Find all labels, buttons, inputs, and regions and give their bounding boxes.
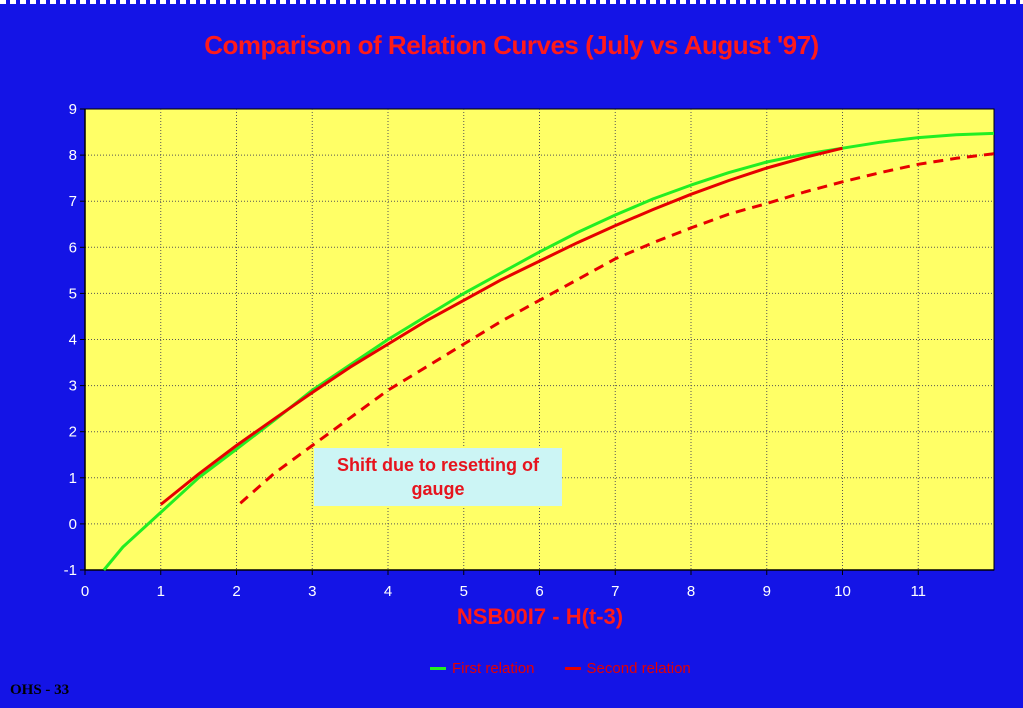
- y-tick-label: 7: [69, 193, 77, 210]
- y-tick-label: 8: [69, 147, 77, 164]
- x-tick-label: 4: [384, 583, 392, 600]
- y-tick-label: 2: [69, 424, 77, 441]
- y-tick-label: 0: [69, 516, 77, 533]
- chart-title: Comparison of Relation Curves (July vs A…: [204, 30, 819, 60]
- x-tick-label: 9: [763, 583, 771, 600]
- y-tick-label: 9: [69, 101, 77, 118]
- x-tick-label: 6: [535, 583, 543, 600]
- series-line-dashed-2: [239, 152, 995, 505]
- x-axis-label: NSB00I7 - H(t-3): [456, 604, 624, 629]
- x-tick-label: 0: [81, 583, 89, 600]
- legend-item-first: First relation: [430, 660, 535, 677]
- x-tick-label: 3: [308, 583, 316, 600]
- series-line-second-relation: [159, 146, 843, 506]
- gauge-shift-annotation: Shift due to resetting of gauge: [314, 448, 562, 506]
- legend-item-second: Second relation: [564, 660, 691, 677]
- x-tick-label: 8: [687, 583, 695, 600]
- x-tick-label: 11: [910, 583, 926, 600]
- top-dashed-border: [0, 0, 1023, 4]
- y-tick-label: 6: [69, 239, 77, 256]
- legend-label-first: First relation: [452, 660, 535, 677]
- y-tick-label: 5: [69, 285, 77, 302]
- x-tick-label: 10: [834, 583, 851, 600]
- y-tick-label: -1: [64, 562, 77, 579]
- x-tick-label: 5: [460, 583, 468, 600]
- legend-swatch-first: [430, 667, 446, 670]
- legend: First relation Second relation: [430, 660, 691, 677]
- slide-footer: OHS - 33: [10, 682, 70, 698]
- x-tick-label: 7: [611, 583, 619, 600]
- x-tick-label: 1: [157, 583, 165, 600]
- y-tick-label: 3: [69, 378, 77, 395]
- x-tick-label: 2: [232, 583, 240, 600]
- y-tick-label: 1: [69, 470, 77, 487]
- legend-label-second: Second relation: [586, 660, 691, 677]
- legend-swatch-second: [564, 667, 581, 670]
- y-tick-label: 4: [69, 332, 77, 349]
